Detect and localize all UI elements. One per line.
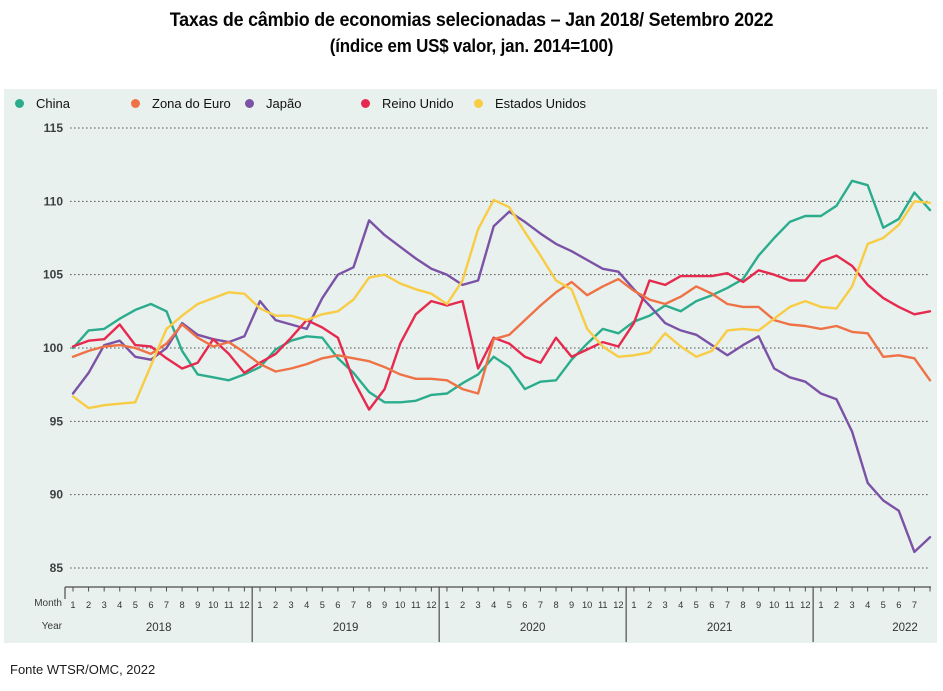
legend-item-japao: Japão xyxy=(245,94,301,112)
month-label: 5 xyxy=(881,600,886,610)
legend-item-estados-unidos: Estados Unidos xyxy=(474,94,586,112)
month-label: 7 xyxy=(725,600,730,610)
legend-dot-japao-icon xyxy=(245,98,254,108)
month-label: 9 xyxy=(382,600,387,610)
month-label: 2 xyxy=(273,600,278,610)
month-label: 4 xyxy=(491,600,496,610)
month-label: 1 xyxy=(631,600,636,610)
month-label: 12 xyxy=(613,600,623,610)
series-line-china xyxy=(71,179,932,404)
month-label: 7 xyxy=(912,600,917,610)
month-label: 9 xyxy=(569,600,574,610)
legend-label-japao: Japão xyxy=(266,95,302,111)
legend-item-china: China xyxy=(15,94,70,112)
month-row-label: Month xyxy=(34,598,62,609)
legend-item-zona-do-euro: Zona do Euro xyxy=(131,94,231,112)
month-label: 7 xyxy=(538,600,543,610)
month-label: 3 xyxy=(102,600,107,610)
month-label: 9 xyxy=(195,600,200,610)
series-line-japão xyxy=(71,210,932,554)
month-label: 8 xyxy=(553,600,558,610)
month-label: 7 xyxy=(351,600,356,610)
plot-background xyxy=(4,89,937,643)
series-line-estados-unidos xyxy=(71,198,932,410)
month-label: 3 xyxy=(289,600,294,610)
year-label-2019: 2019 xyxy=(333,622,359,634)
month-label: 8 xyxy=(179,600,184,610)
month-label: 9 xyxy=(756,600,761,610)
month-label: 4 xyxy=(678,600,683,610)
month-label: 5 xyxy=(507,600,512,610)
month-label: 5 xyxy=(320,600,325,610)
y-axis-label-110: 110 xyxy=(44,194,64,208)
month-label: 6 xyxy=(709,600,714,610)
month-label: 1 xyxy=(257,600,262,610)
year-label-2020: 2020 xyxy=(520,622,546,634)
month-label: 3 xyxy=(476,600,481,610)
legend-item-reino-unido: Reino Unido xyxy=(361,94,454,112)
source-note: Fonte WTSR/OMC, 2022 xyxy=(10,662,156,677)
month-label: 11 xyxy=(598,600,608,610)
chart-legend: China Zona do Euro Japão Reino Unido Est… xyxy=(0,94,943,112)
y-axis-label-90: 90 xyxy=(50,488,64,502)
month-label: 12 xyxy=(800,600,810,610)
legend-dot-estados-unidos-icon xyxy=(474,98,483,108)
month-label: 11 xyxy=(411,600,421,610)
month-label: 7 xyxy=(164,600,169,610)
month-label: 4 xyxy=(117,600,122,610)
month-label: 12 xyxy=(239,600,249,610)
month-label: 1 xyxy=(818,600,823,610)
month-label: 1 xyxy=(444,600,449,610)
month-label: 6 xyxy=(896,600,901,610)
month-label: 10 xyxy=(582,600,592,610)
month-label: 6 xyxy=(148,600,153,610)
year-label-2021: 2021 xyxy=(707,622,733,634)
chart-title-line1: Taxas de câmbio de economias selecionada… xyxy=(169,10,774,31)
month-label: 12 xyxy=(426,600,436,610)
month-label: 5 xyxy=(694,600,699,610)
y-axis-label-105: 105 xyxy=(43,268,63,282)
legend-dot-zona-do-euro-icon xyxy=(131,98,140,108)
legend-dot-reino-unido-icon xyxy=(361,98,370,108)
month-label: 1 xyxy=(70,600,75,610)
month-label: 5 xyxy=(133,600,138,610)
series-line-zona-do-euro xyxy=(71,277,932,395)
y-axis-label-95: 95 xyxy=(50,414,64,428)
month-label: 8 xyxy=(740,600,745,610)
y-axis-label-100: 100 xyxy=(43,341,63,355)
month-label: 2 xyxy=(834,600,839,610)
year-label-2022: 2022 xyxy=(892,622,918,634)
month-label: 4 xyxy=(865,600,870,610)
month-label: 11 xyxy=(785,600,795,610)
month-label: 3 xyxy=(850,600,855,610)
series-line-reino-unido xyxy=(71,254,932,411)
month-label: 2 xyxy=(86,600,91,610)
year-label-2018: 2018 xyxy=(146,622,172,634)
y-axis-label-115: 115 xyxy=(44,121,64,135)
y-axis-label-85: 85 xyxy=(50,561,64,575)
chart-title: Taxas de câmbio de economias selecionada… xyxy=(28,8,914,59)
month-label: 11 xyxy=(224,600,234,610)
month-label: 2 xyxy=(460,600,465,610)
year-row-label: Year xyxy=(41,621,62,632)
month-label: 2 xyxy=(647,600,652,610)
legend-label-estados-unidos: Estados Unidos xyxy=(495,95,587,111)
legend-label-reino-unido: Reino Unido xyxy=(382,95,454,111)
month-label: 10 xyxy=(769,600,779,610)
month-label: 10 xyxy=(208,600,218,610)
month-label: 8 xyxy=(366,600,371,610)
chart-title-line2: (índice em US$ valor, jan. 2014=100) xyxy=(329,36,614,56)
legend-dot-china-icon xyxy=(15,98,24,108)
month-label: 6 xyxy=(522,600,527,610)
month-label: 3 xyxy=(663,600,668,610)
month-label: 10 xyxy=(395,600,405,610)
month-label: 6 xyxy=(335,600,340,610)
legend-label-china: China xyxy=(36,95,70,111)
legend-label-zona-do-euro: Zona do Euro xyxy=(152,95,231,111)
month-label: 4 xyxy=(304,600,309,610)
